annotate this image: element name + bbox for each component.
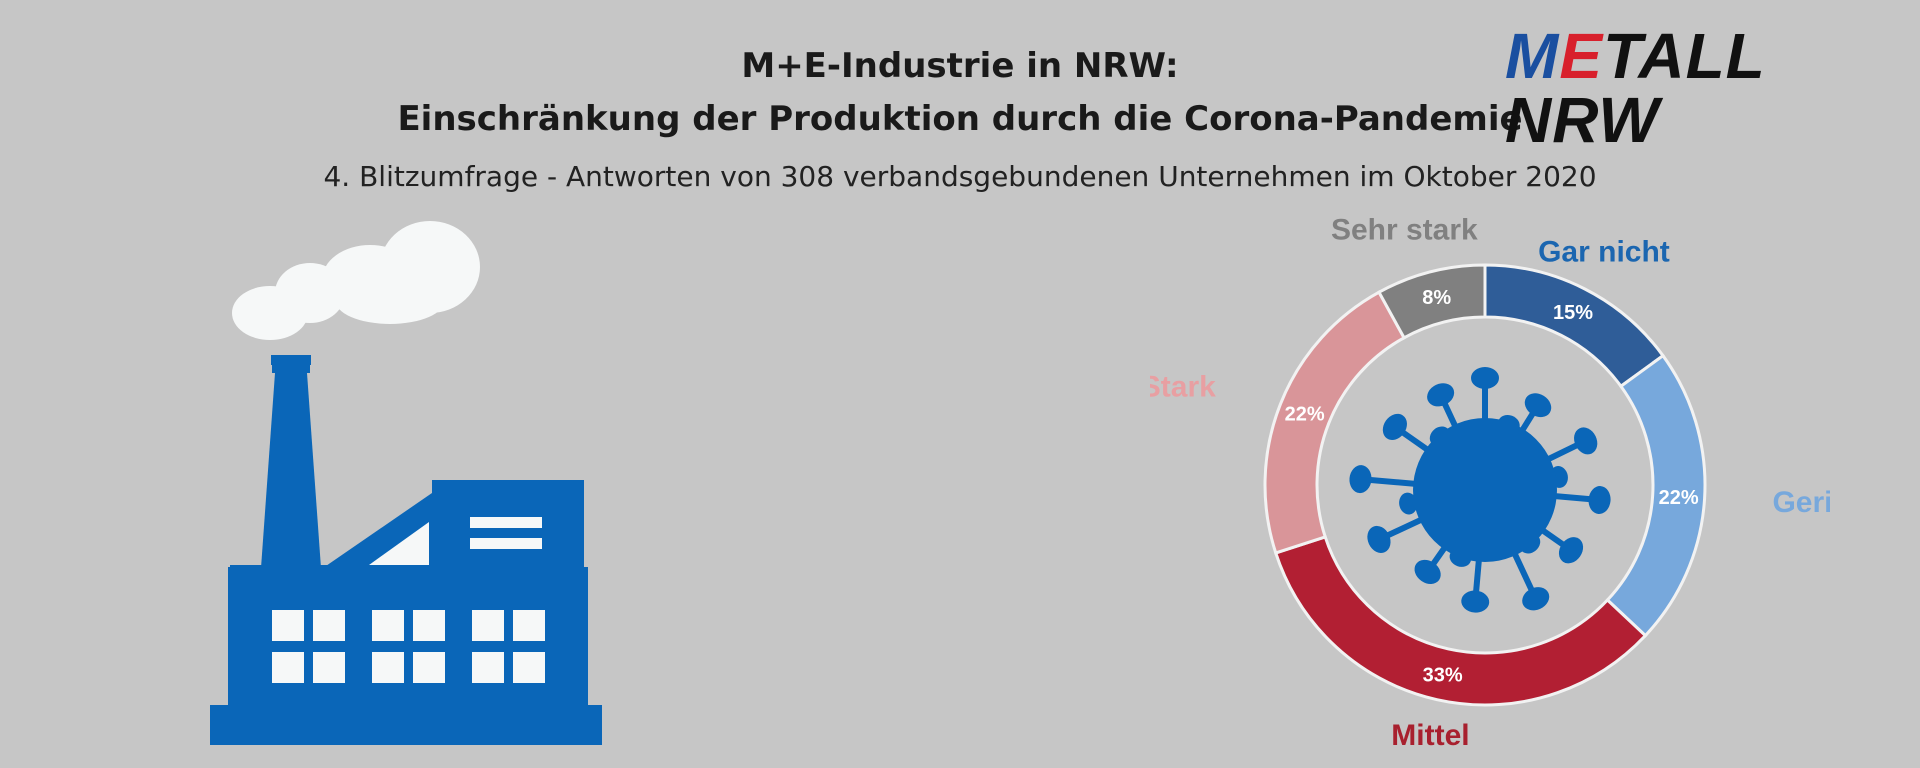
value-label-mittel: 33% — [1423, 664, 1463, 686]
category-label-sehr-stark: Sehr stark — [1331, 213, 1478, 246]
category-label-gar-nicht: Gar nicht — [1538, 236, 1670, 269]
donut-chart: 15% 22% 33% 22% 8% Gar nicht Gering Mittel Star… — [1150, 213, 1830, 752]
slice-sehr-stark — [1376, 263, 1487, 340]
logo-text-rest: TALL NRW — [1505, 20, 1765, 156]
donut-slices — [1263, 263, 1707, 707]
logo-letter-e: E — [1559, 20, 1603, 92]
smoke-cloud-icon — [232, 221, 480, 340]
value-label-gar-nicht: 15% — [1553, 302, 1593, 324]
value-label-sehr-stark: 8% — [1422, 287, 1451, 309]
logo-letter-m: M — [1505, 20, 1560, 92]
category-label-stark: Stark — [1150, 370, 1216, 403]
page-title-line2: Einschränkung der Produktion durch die C… — [397, 99, 1523, 139]
category-labels: Gar nicht Gering Mittel Stark Sehr stark — [1150, 213, 1830, 752]
slice-gar-nicht — [1483, 263, 1666, 389]
page-subtitle: 4. Blitzumfrage - Antworten von 308 verb… — [323, 160, 1597, 193]
value-labels: 15% 22% 33% 22% 8% — [1285, 287, 1699, 686]
category-label-mittel: Mittel — [1391, 719, 1469, 752]
metall-nrw-logo: METALL NRW — [1505, 24, 1920, 152]
virus-icon — [1349, 367, 1611, 613]
page-title-line1: M+E-Industrie in NRW: — [741, 46, 1179, 86]
value-label-stark: 22% — [1285, 404, 1325, 426]
category-label-gering: Gering — [1772, 486, 1830, 519]
factory-icon — [210, 221, 602, 745]
value-label-gering: 22% — [1659, 487, 1699, 509]
